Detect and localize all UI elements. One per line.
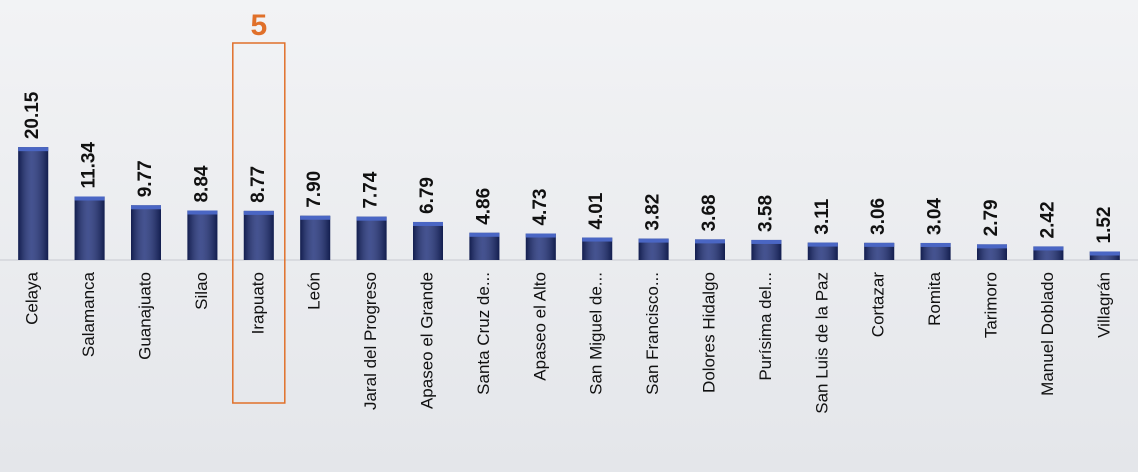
x-tick-label: San Miguel de... [587,272,606,395]
bar-cap [1089,251,1120,256]
bar-shine [638,238,669,260]
bar-cap [1033,246,1064,251]
bar-cap [582,237,613,242]
x-tick-label: Silao [192,272,211,310]
value-label: 3.82 [643,194,664,231]
bar-cap [751,239,782,244]
value-label: 3.11 [812,198,833,234]
bar-shine [131,205,161,260]
bar-cap [187,210,218,215]
value-label: 3.58 [755,195,776,232]
highlight-box [232,42,286,404]
bar-shine [1089,251,1120,260]
bar-shine [751,239,782,260]
x-tick-label: Apaseo el Grande [417,272,436,409]
bar-shine [695,239,725,260]
bar-shine [18,147,49,260]
value-label: 8.77 [248,166,269,203]
bar-shine [864,242,895,260]
bar-cap [977,244,1007,249]
bar-cap [18,147,49,152]
x-tick-label: Purísima del... [756,272,775,381]
x-tick-label: San Francisco... [643,272,662,395]
x-tick-label: Dolores Hidalgo [699,272,718,393]
bar-cap [864,242,895,247]
value-label: 4.73 [530,189,551,226]
bar-shine [582,237,613,260]
bar-cap [356,216,387,221]
value-label: 4.86 [473,188,494,225]
value-label: 9.77 [135,160,156,197]
bar-cap [807,242,838,247]
bar-shine [920,242,951,260]
bar-cap [300,215,331,220]
value-label: 20.15 [22,91,43,139]
x-tick-label: Irapuato [248,272,267,334]
highlight-label: 5 [250,9,267,42]
x-tick-label: Romita [925,271,944,325]
value-label: 8.84 [191,165,212,202]
x-tick-label: San Luis de la Paz [812,272,831,414]
value-label: 4.01 [586,192,607,229]
bar-cap [638,238,669,243]
bar-shine [243,210,274,260]
x-tick-label: Salamanca [79,271,98,357]
bar-shine [413,221,443,260]
bar-shine [187,210,218,260]
bar-cap [695,239,725,244]
x-tick-label: Villagrán [1094,272,1113,338]
x-tick-label: Cortazar [869,272,888,338]
bar-shine [300,215,331,260]
bar-shine [74,196,105,260]
x-tick-label: Guanajuato [135,272,154,360]
x-tick-label: Jaral del Progreso [361,272,380,410]
bar-cap [920,242,951,247]
bar-shine [469,232,500,260]
value-label: 3.06 [868,198,889,235]
x-tick-label: Santa Cruz de... [474,272,493,395]
bar-cap [74,196,105,201]
x-tick-label: Apaseo el Alto [530,272,549,381]
bar-cap [413,221,443,226]
value-label: 6.79 [417,177,438,214]
x-tick-label: León [305,272,324,310]
value-label: 1.52 [1094,207,1115,244]
value-label: 11.34 [79,142,100,189]
value-label: 3.04 [925,198,946,235]
x-tick-label: Celaya [23,271,42,324]
bar-shine [525,233,556,260]
bar-shine [356,216,387,260]
x-tick-label: Tarimoro [981,272,1000,338]
value-label: 2.79 [981,199,1002,236]
value-label: 7.74 [361,171,382,208]
bar-cap [243,210,274,215]
value-label: 7.90 [304,171,325,208]
bar-shine [807,242,838,260]
bar-cap [131,205,161,210]
x-tick-label: Manuel Doblado [1038,272,1057,396]
value-label: 2.42 [1037,201,1058,238]
bar-cap [525,233,556,238]
bar-cap [469,232,500,237]
value-label: 3.68 [699,194,720,231]
